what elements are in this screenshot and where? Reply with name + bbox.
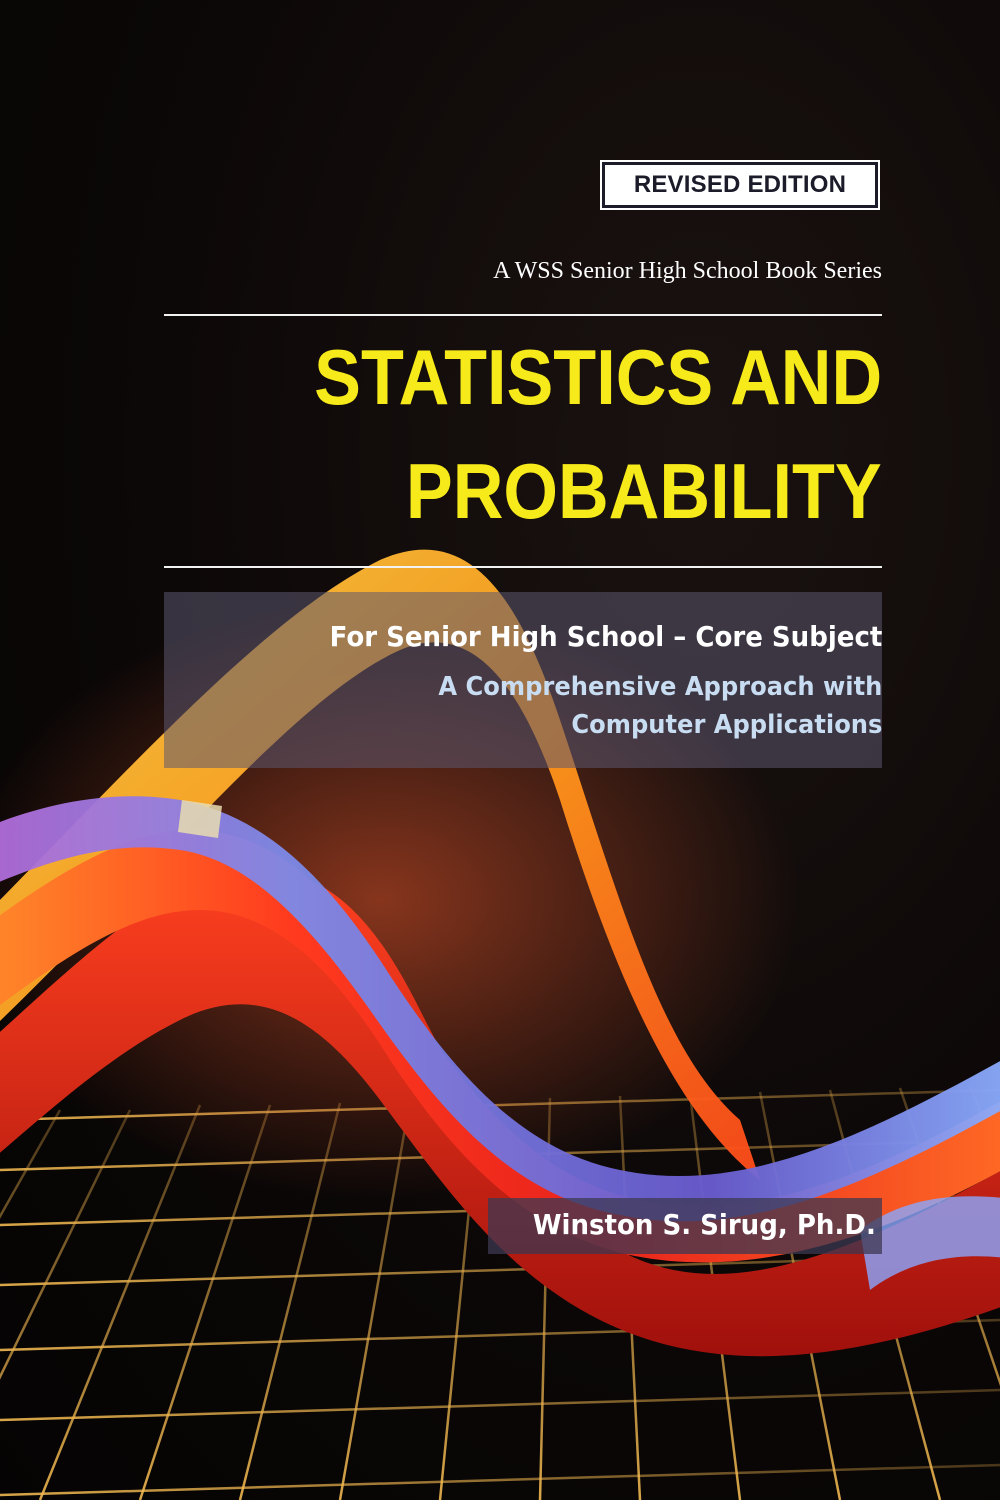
right-blue-swirl: [860, 1196, 1000, 1290]
top-divider: [164, 314, 882, 316]
title-line-1: STATISTICS AND: [313, 333, 882, 421]
author-panel: [488, 1198, 882, 1254]
red-wave-body: [0, 869, 1000, 1357]
badge-label: REVISED EDITION: [633, 171, 847, 198]
subtitle-line-1: For Senior High School – Core Subject: [329, 620, 882, 653]
revised-edition-badge: REVISED EDITION: [602, 162, 878, 208]
subtitle-panel: [164, 592, 882, 768]
blue-wave: [0, 796, 1000, 1222]
subtitle-line-2: A Comprehensive Approach with: [438, 672, 882, 702]
subtitle-line-3: Computer Applications: [570, 710, 882, 740]
vertical-grid: [480, 120, 1000, 1000]
author-name: Winston S. Sirug, Ph.D.: [532, 1208, 876, 1241]
title-line-2: PROBABILITY: [406, 447, 882, 535]
series-label: A WSS Senior High School Book Series: [493, 258, 882, 284]
bottom-divider: [164, 566, 882, 568]
